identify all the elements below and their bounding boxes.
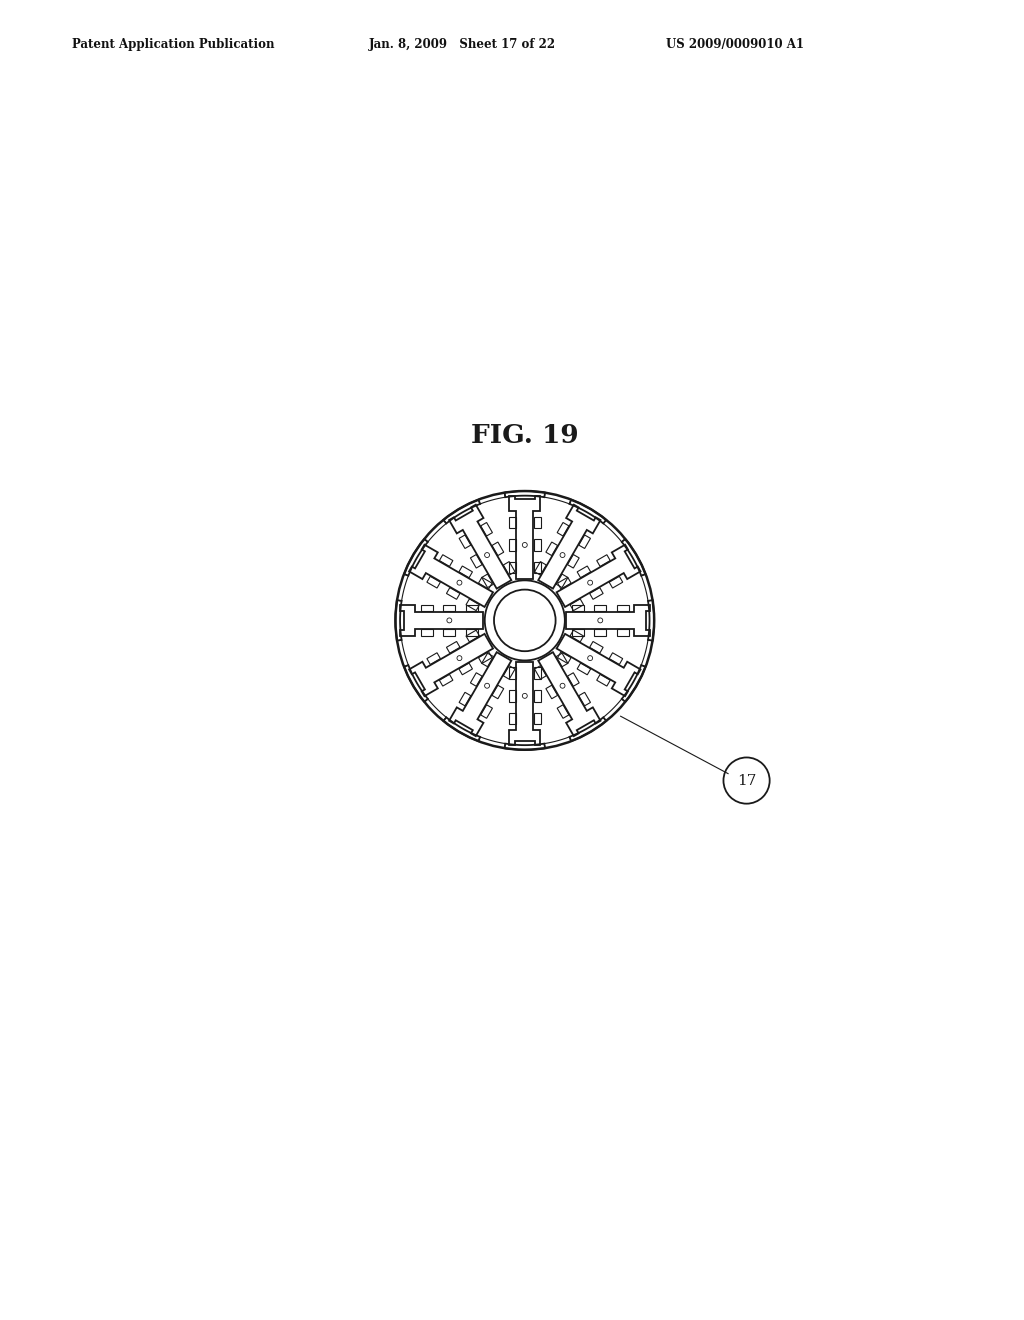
Text: FIG. 19: FIG. 19 [471,424,579,447]
Text: Jan. 8, 2009   Sheet 17 of 22: Jan. 8, 2009 Sheet 17 of 22 [369,37,556,50]
Text: 17: 17 [737,774,757,788]
Text: US 2009/0009010 A1: US 2009/0009010 A1 [666,37,804,50]
Text: Patent Application Publication: Patent Application Publication [72,37,274,50]
